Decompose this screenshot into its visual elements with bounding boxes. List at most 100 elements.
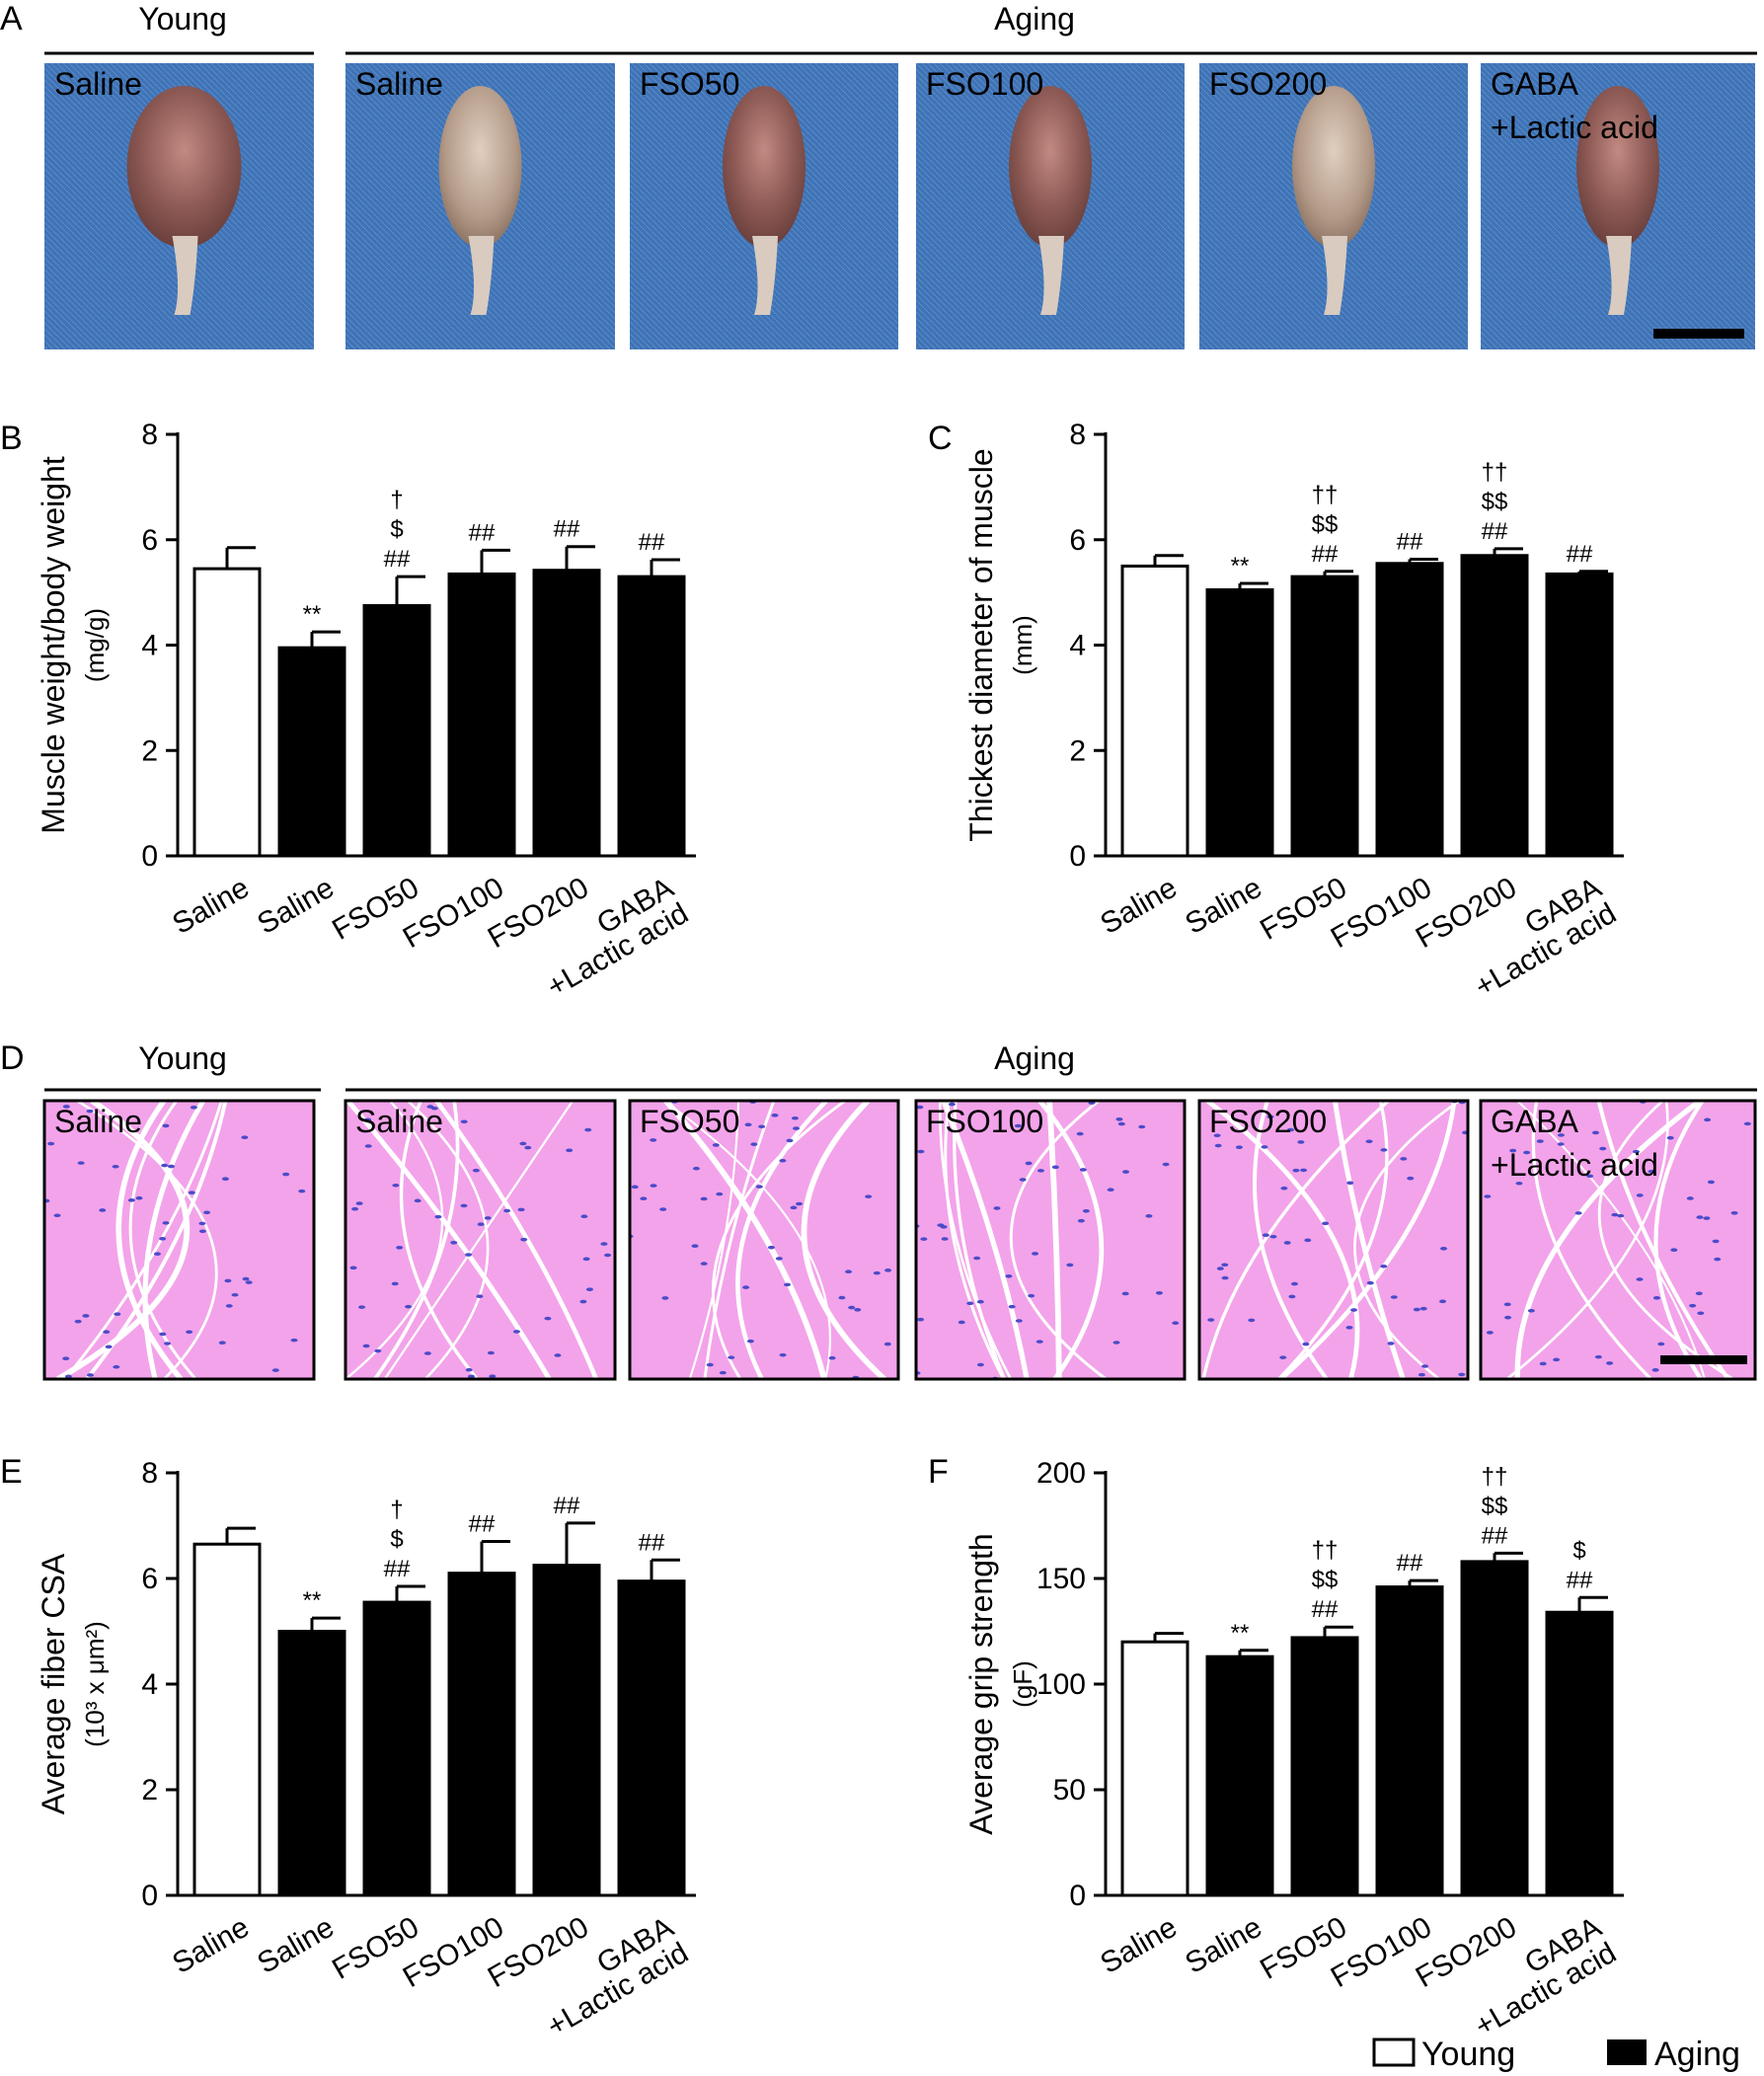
histology-tile: FSO200 [1197, 1099, 1470, 1381]
y-tick-label: 0 [1069, 1880, 1086, 1912]
nucleus [1689, 1303, 1697, 1308]
y-axis-label: Average grip strength [963, 1533, 999, 1834]
nucleus [1730, 1211, 1738, 1215]
y-tick-label: 4 [141, 630, 158, 662]
bar [617, 1579, 686, 1897]
nucleus [750, 1142, 758, 1146]
nucleus [650, 1138, 657, 1142]
nucleus [854, 1307, 862, 1312]
nucleus [1304, 1238, 1312, 1243]
bar-chart-panel-c: C 0 2 4 6 8 Thickest diameter of muscle (mm) Sal… [928, 419, 1624, 1004]
nucleus [472, 1168, 480, 1173]
nucleus [1172, 1321, 1180, 1326]
nucleus [1036, 1169, 1044, 1173]
y-axis-unit: (gF) [1008, 1660, 1037, 1708]
muscle-sample [1009, 86, 1092, 248]
fiber-boundary [345, 1101, 444, 1379]
muscle-tendon [752, 236, 778, 315]
nucleus [1439, 1299, 1447, 1304]
photo-tile-label: FSO100 [926, 66, 1043, 102]
y-axis-label: Thickest diameter of muscle [963, 448, 999, 841]
fiber-boundary [1653, 1101, 1705, 1379]
nucleus [848, 1305, 856, 1310]
nucleus [790, 1205, 798, 1210]
bar [1460, 554, 1529, 858]
nucleus [771, 1114, 779, 1117]
nucleus [434, 1214, 442, 1219]
nucleus [53, 1213, 61, 1218]
y-axis-label: Average fiber CSA [36, 1553, 71, 1814]
nucleus [1407, 1176, 1415, 1181]
fiber-boundary [56, 1101, 191, 1379]
nucleus [1486, 1331, 1494, 1335]
nucleus [282, 1172, 290, 1177]
bar [1545, 1610, 1614, 1897]
nucleus [465, 1367, 473, 1372]
nucleus [159, 1332, 167, 1337]
x-tick-label: Saline [1095, 871, 1183, 940]
scale-bar-a [1653, 329, 1744, 339]
muscle-tendon [1038, 236, 1064, 315]
nucleus [112, 1164, 119, 1169]
nucleus [767, 1245, 775, 1250]
nucleus [884, 1268, 892, 1272]
photo-tile-label: FSO200 [1209, 66, 1327, 102]
legend-aging-swatch [1607, 2039, 1647, 2065]
nucleus [1290, 1281, 1298, 1286]
nucleus [1122, 1170, 1130, 1174]
fiber-boundary [76, 1101, 218, 1379]
bar-chart-panel-f: F 0 50 100 150 200 Average grip strength (gF) Sa… [928, 1453, 1624, 2043]
y-axis-unit: (10³ x μm²) [80, 1621, 110, 1747]
bar [1460, 1560, 1529, 1897]
nucleus [62, 1105, 70, 1109]
nucleus [659, 1207, 667, 1211]
muscle-sample [1576, 86, 1659, 248]
nucleus [203, 1210, 211, 1215]
bar [362, 603, 431, 858]
nucleus [392, 1183, 400, 1188]
nucleus [937, 1223, 945, 1227]
tissue-background [1481, 1101, 1755, 1379]
y-tick-label: 0 [141, 840, 158, 873]
histology-tile: Saline [344, 1099, 617, 1381]
significance-label: ## [639, 529, 665, 556]
x-tick-label: Saline [252, 1910, 340, 1979]
significance-label: ## [1567, 1567, 1593, 1593]
nucleus [1651, 1367, 1659, 1372]
nucleus [1509, 1148, 1517, 1153]
y-axis-unit: (mm) [1008, 615, 1037, 675]
nucleus [958, 1320, 965, 1325]
nucleus [77, 1161, 85, 1165]
nucleus [1350, 1308, 1358, 1312]
nucleus [1484, 1194, 1492, 1198]
nucleus [198, 1221, 206, 1226]
fiber-boundary [1353, 1101, 1461, 1379]
nucleus [476, 1294, 484, 1298]
bar [532, 1564, 601, 1897]
nucleus [517, 1207, 525, 1212]
histology-tile: GABA +Lactic acid [1479, 1099, 1757, 1381]
nucleus [1292, 1168, 1300, 1173]
nucleus [775, 1257, 783, 1261]
histology-tile: FSO100 [914, 1099, 1187, 1381]
nucleus [460, 1119, 468, 1124]
y-tick-label: 6 [1069, 524, 1086, 557]
nucleus [1413, 1307, 1420, 1312]
nucleus [364, 1117, 372, 1122]
nucleus [1032, 1252, 1039, 1256]
photo-tile-label: GABA +Lactic acid [1491, 66, 1658, 145]
nucleus [728, 1355, 735, 1359]
muscle-sample [438, 86, 522, 248]
significance-label: $ [390, 1526, 403, 1553]
y-tick-label: 0 [1069, 840, 1086, 873]
nucleus [135, 1195, 143, 1200]
panel-a-letter: A [0, 0, 23, 38]
nucleus [198, 1229, 206, 1234]
bar [1375, 562, 1444, 858]
nucleus [1345, 1326, 1353, 1330]
nucleus [161, 1163, 169, 1168]
nucleus [976, 1362, 984, 1367]
nucleus [1703, 1216, 1711, 1220]
nucleus [271, 1368, 279, 1372]
